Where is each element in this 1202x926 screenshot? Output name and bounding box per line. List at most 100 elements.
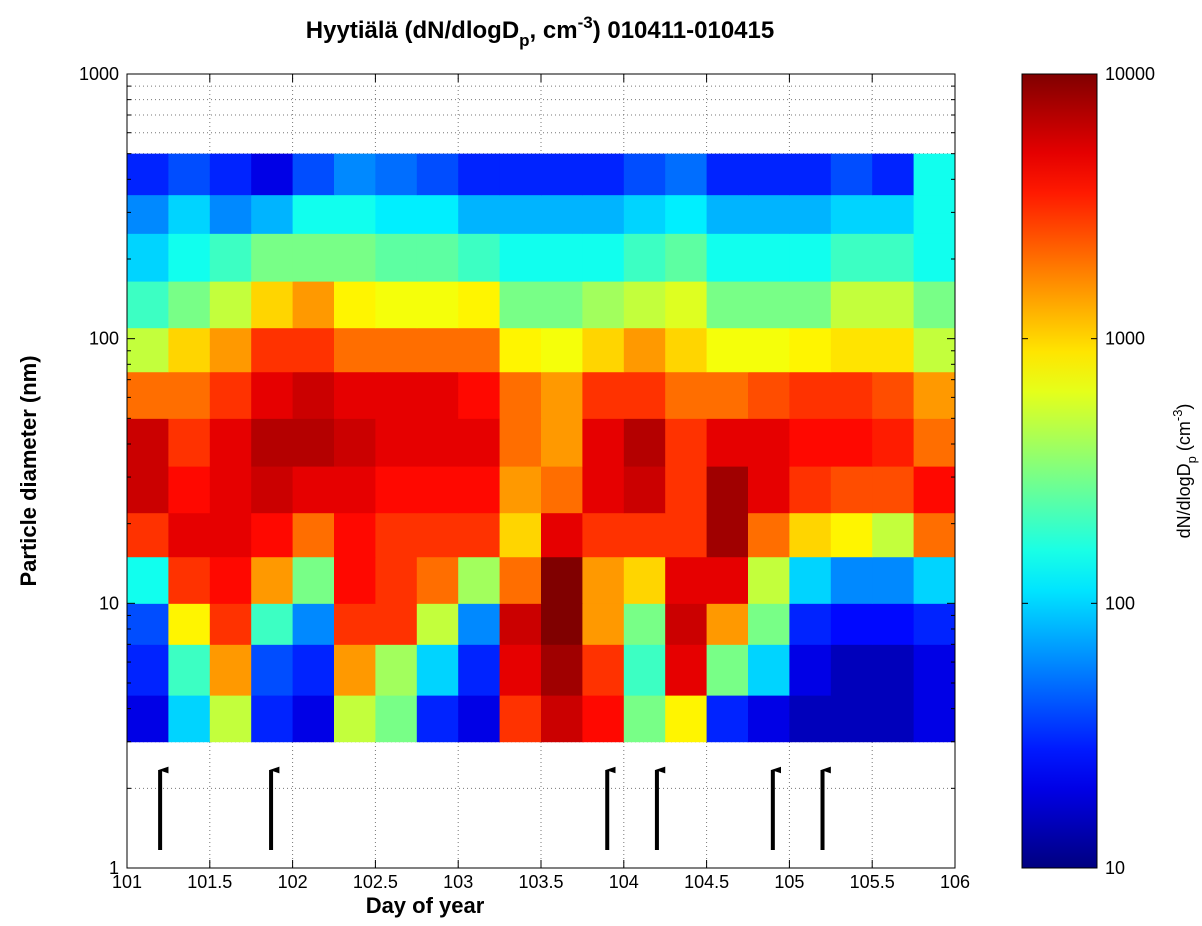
- heatmap-cell: [665, 233, 708, 282]
- heatmap-cell: [582, 644, 625, 696]
- heatmap-cell: [416, 153, 459, 196]
- heatmap-cell: [209, 695, 252, 743]
- heatmap-cell: [458, 327, 501, 373]
- heatmap-cell: [334, 327, 376, 373]
- heatmap-cell: [499, 233, 542, 282]
- heatmap-cell: [127, 327, 169, 373]
- heatmap-cell: [665, 512, 708, 558]
- heatmap-cell: [789, 153, 832, 196]
- heatmap-cell: [789, 644, 832, 696]
- heatmap-cell: [748, 466, 790, 514]
- heatmap-cell: [623, 512, 666, 558]
- heatmap-cell: [541, 153, 583, 196]
- heatmap-cell: [168, 327, 211, 373]
- heatmap-cell: [830, 466, 873, 514]
- heatmap-cell: [458, 418, 501, 467]
- y-axis-label: Particle diameter (nm): [16, 355, 41, 586]
- heatmap-cell: [168, 512, 211, 558]
- heatmap-cell: [706, 281, 749, 329]
- heatmap-cell: [541, 194, 583, 234]
- title-part: -3: [578, 13, 593, 32]
- heatmap-cell: [334, 233, 376, 282]
- heatmap-cell: [789, 695, 832, 743]
- heatmap-cell: [168, 695, 211, 743]
- x-tick-label: 105: [774, 872, 804, 892]
- heatmap-cell: [872, 371, 915, 419]
- heatmap-cell: [541, 327, 583, 373]
- heatmap-cell: [789, 233, 832, 282]
- heatmap-cell: [127, 233, 169, 282]
- heatmap-cell: [706, 194, 749, 234]
- heatmap-cell: [416, 603, 459, 645]
- y-tick-label: 1000: [79, 64, 119, 84]
- heatmap-cell: [499, 556, 542, 604]
- heatmap-cell: [789, 371, 832, 419]
- colorbar-tick-label: 10000: [1105, 64, 1155, 84]
- heatmap-cell: [830, 603, 873, 645]
- heatmap-cell: [209, 327, 252, 373]
- colorbar-label: dN/dlogDp (cm-3): [1170, 404, 1199, 539]
- heatmap-cell: [292, 644, 335, 696]
- heatmap-cell: [168, 281, 211, 329]
- heatmap-cell: [665, 327, 708, 373]
- heatmap-cell: [748, 233, 790, 282]
- heatmap-cell: [375, 153, 418, 196]
- label-part: ): [1174, 404, 1194, 410]
- heatmap-cell: [913, 194, 956, 234]
- heatmap-cell: [789, 556, 832, 604]
- title-part: Hyytiälä (dN/dlogD: [306, 17, 519, 44]
- heatmap-cell: [209, 153, 252, 196]
- heatmap-cell: [292, 418, 335, 467]
- heatmap-cell: [292, 281, 335, 329]
- heatmap-cell: [292, 327, 335, 373]
- x-axis-label: Day of year: [366, 893, 485, 918]
- heatmap-cell: [748, 556, 790, 604]
- label-part: -3: [1170, 410, 1185, 422]
- heatmap-cell: [499, 371, 542, 419]
- heatmap-cell: [292, 233, 335, 282]
- heatmap-cell: [623, 327, 666, 373]
- heatmap-cell: [416, 233, 459, 282]
- heatmap-cell: [582, 281, 625, 329]
- x-tick-label: 104.5: [684, 872, 729, 892]
- heatmap-cell: [251, 556, 294, 604]
- heatmap-cell: [292, 512, 335, 558]
- heatmap-cell: [541, 371, 583, 419]
- heatmap-cell: [416, 512, 459, 558]
- heatmap-cell: [623, 695, 666, 743]
- heatmap-cell: [541, 281, 583, 329]
- heatmap-cell: [334, 418, 376, 467]
- y-tick-label: 10: [99, 593, 119, 613]
- heatmap-cell: [127, 281, 169, 329]
- heatmap-cell: [665, 603, 708, 645]
- heatmap-cell: [706, 512, 749, 558]
- heatmap-cell: [872, 194, 915, 234]
- heatmap-cell: [872, 695, 915, 743]
- heatmap-cell: [292, 153, 335, 196]
- heatmap-cell: [334, 371, 376, 419]
- heatmap-cell: [872, 466, 915, 514]
- heatmap-cell: [292, 466, 335, 514]
- heatmap-cell: [665, 153, 708, 196]
- heatmap-cell: [127, 512, 169, 558]
- heatmap-cell: [127, 603, 169, 645]
- heatmap-cell: [416, 194, 459, 234]
- heatmap-cell: [789, 603, 832, 645]
- heatmap-cell: [416, 644, 459, 696]
- heatmap-cell: [748, 194, 790, 234]
- heatmap-cell: [748, 512, 790, 558]
- heatmap-cell: [748, 371, 790, 419]
- heatmap-cell: [665, 194, 708, 234]
- heatmap-cell: [251, 418, 294, 467]
- heatmap-cell: [334, 512, 376, 558]
- heatmap-cell: [334, 281, 376, 329]
- heatmap-cell: [582, 153, 625, 196]
- heatmap-cell: [334, 644, 376, 696]
- heatmap-cell: [872, 153, 915, 196]
- heatmap-cell: [665, 466, 708, 514]
- heatmap-cell: [582, 418, 625, 467]
- heatmap-cell: [209, 603, 252, 645]
- heatmap-cell: [168, 556, 211, 604]
- label-part: p: [1184, 456, 1199, 463]
- heatmap-cell: [541, 233, 583, 282]
